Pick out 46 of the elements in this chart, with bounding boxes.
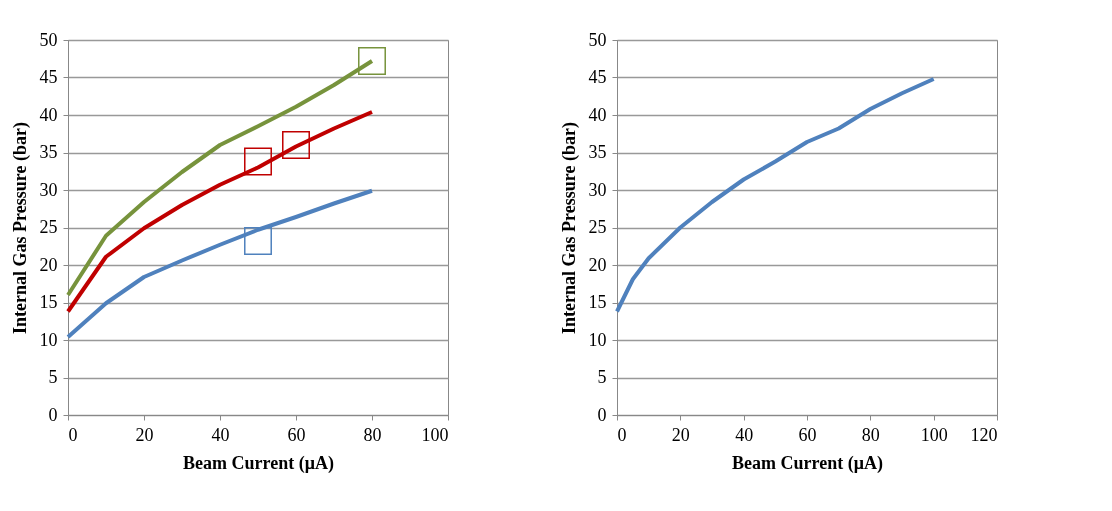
- x-tick-label: 40: [735, 424, 754, 445]
- x-tick-label: 40: [211, 424, 230, 445]
- point: [244, 227, 272, 255]
- x-axis-title: Beam Current (μA): [183, 452, 334, 474]
- y-tick-label: 25: [39, 217, 58, 237]
- x-tick-label: 120: [970, 424, 998, 445]
- x-tick-label: 100: [421, 424, 449, 445]
- y-tick-label: 15: [588, 292, 607, 312]
- point: [282, 131, 310, 159]
- y-tick-label: 30: [588, 179, 607, 200]
- x-tick-label: 80: [861, 424, 880, 445]
- x-tick-label: 60: [798, 424, 817, 445]
- x-tick-label: 20: [671, 424, 690, 445]
- y-tick-label: 35: [39, 142, 58, 162]
- y-tick-label: 5: [48, 367, 58, 387]
- x-tick-label: 20: [135, 424, 154, 445]
- x-tick-label: 60: [287, 424, 306, 445]
- y-axis-title: Internal Gas Pressure (bar): [558, 122, 580, 334]
- y-tick-label: 25: [588, 217, 607, 237]
- y-tick-label: 40: [588, 104, 607, 125]
- y-tick-label: 50: [39, 29, 58, 50]
- point: [244, 147, 272, 176]
- y-tick-label: 50: [588, 29, 607, 50]
- y-tick-label: 10: [588, 329, 607, 350]
- x-tick-label: 80: [363, 424, 382, 445]
- y-tick-label: 30: [39, 179, 58, 200]
- x-tick-label: 0: [68, 424, 78, 445]
- line-series: [66, 188, 374, 339]
- line-series: [615, 77, 936, 314]
- y-tick-label: 35: [588, 142, 607, 162]
- y-tick-label: 40: [39, 104, 58, 125]
- x-axis-title: Beam Current (μA): [732, 452, 883, 474]
- y-tick-label: 15: [39, 292, 58, 312]
- x-tick-label: 0: [617, 424, 627, 445]
- y-tick-label: 0: [597, 404, 607, 425]
- line-series: [66, 110, 374, 314]
- x-tick-label: 100: [920, 424, 948, 445]
- y-tick-label: 20: [588, 254, 607, 275]
- point: [358, 47, 386, 75]
- y-axis-title: Internal Gas Pressure (bar): [9, 122, 31, 334]
- y-tick-label: 45: [39, 67, 58, 87]
- y-tick-label: 5: [597, 367, 607, 387]
- y-tick-label: 10: [39, 329, 58, 350]
- y-tick-label: 45: [588, 67, 607, 87]
- y-tick-label: 0: [48, 404, 58, 425]
- y-tick-label: 20: [39, 254, 58, 275]
